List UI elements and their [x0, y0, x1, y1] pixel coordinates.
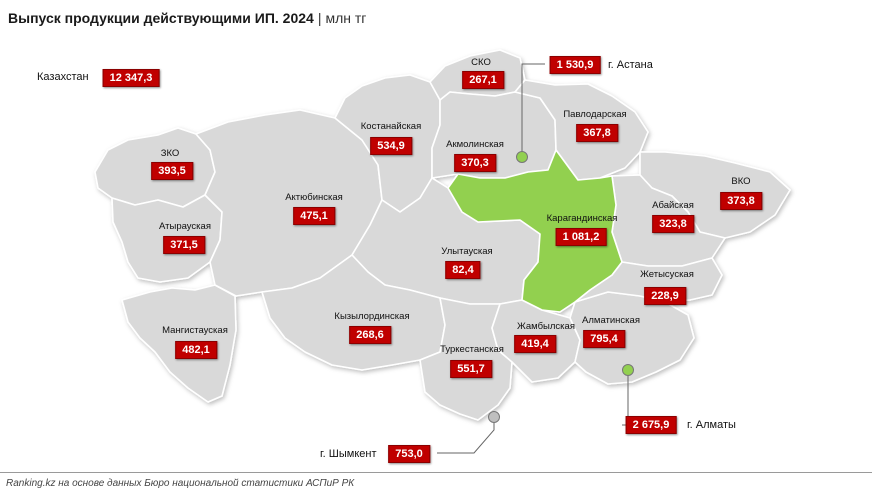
abay-label: Абайская [652, 200, 694, 211]
zhambyl-value: 419,4 [514, 335, 556, 353]
almaty-marker [622, 364, 634, 376]
kostanay-value: 534,9 [370, 137, 412, 155]
pavlodar-label: Павлодарская [563, 109, 627, 120]
astana-leader-line [521, 63, 545, 157]
astana-value: 1 530,9 [549, 56, 601, 74]
aktobe-label: Актюбинская [285, 192, 343, 203]
shymkent-marker [488, 411, 500, 423]
akmola-value: 370,3 [454, 154, 496, 172]
akmola-label: Акмолинская [446, 139, 504, 150]
turkestan-label: Туркестанская [440, 344, 504, 355]
kyzylorda-label: Кызылординская [334, 311, 410, 322]
karaganda-label: Карагандинская [546, 213, 618, 224]
zhambyl-label: Жамбылская [517, 321, 575, 332]
page-title: Выпуск продукции действующими ИП. 2024 | м… [8, 10, 366, 26]
zhetysu-value: 228,9 [644, 287, 686, 305]
astana-label: г. Астана [608, 59, 653, 71]
zhetysu-label: Жетысуская [640, 269, 694, 280]
almaty-label: г. Алматы [687, 419, 736, 431]
total-label: Казахстан [37, 71, 89, 83]
ulytau-label: Улытауская [441, 246, 493, 257]
sko-value: 267,1 [462, 71, 504, 89]
almaty-region-value: 795,4 [583, 330, 625, 348]
source-footer: Ranking.kz на основе данных Бюро национа… [6, 478, 355, 489]
atyrau-label: Атырауская [159, 221, 211, 232]
shymkent-value: 753,0 [388, 445, 430, 463]
karaganda-value: 1 081,2 [555, 228, 607, 246]
sko-label: СКО [471, 57, 491, 68]
shymkent-leader-line [437, 417, 495, 454]
mangystau-value: 482,1 [175, 341, 217, 359]
mangystau-label: Мангистауская [162, 325, 228, 336]
total-value: 12 347,3 [102, 69, 160, 87]
vko-label: ВКО [731, 176, 751, 187]
abay-value: 323,8 [652, 215, 694, 233]
kyzylorda-value: 268,6 [349, 326, 391, 344]
atyrau-value: 371,5 [163, 236, 205, 254]
footer-divider [0, 472, 872, 473]
title-main: Выпуск продукции действующими ИП. 2024 [8, 10, 314, 26]
kostanay-label: Костанайская [360, 121, 422, 132]
almaty-value: 2 675,9 [625, 416, 677, 434]
aktobe-value: 475,1 [293, 207, 335, 225]
shymkent-label: г. Шымкент [320, 448, 377, 460]
title-separator: | [317, 10, 322, 26]
zko-value: 393,5 [151, 162, 193, 180]
vko-value: 373,8 [720, 192, 762, 210]
zko-label: ЗКО [160, 148, 180, 159]
astana-marker [516, 151, 528, 163]
pavlodar-value: 367,8 [576, 124, 618, 142]
region-karaganda [447, 149, 623, 313]
turkestan-value: 551,7 [450, 360, 492, 378]
title-unit: млн тг [325, 10, 367, 26]
ulytau-value: 82,4 [445, 261, 481, 279]
almaty-region-label: Алматинская [582, 315, 640, 326]
